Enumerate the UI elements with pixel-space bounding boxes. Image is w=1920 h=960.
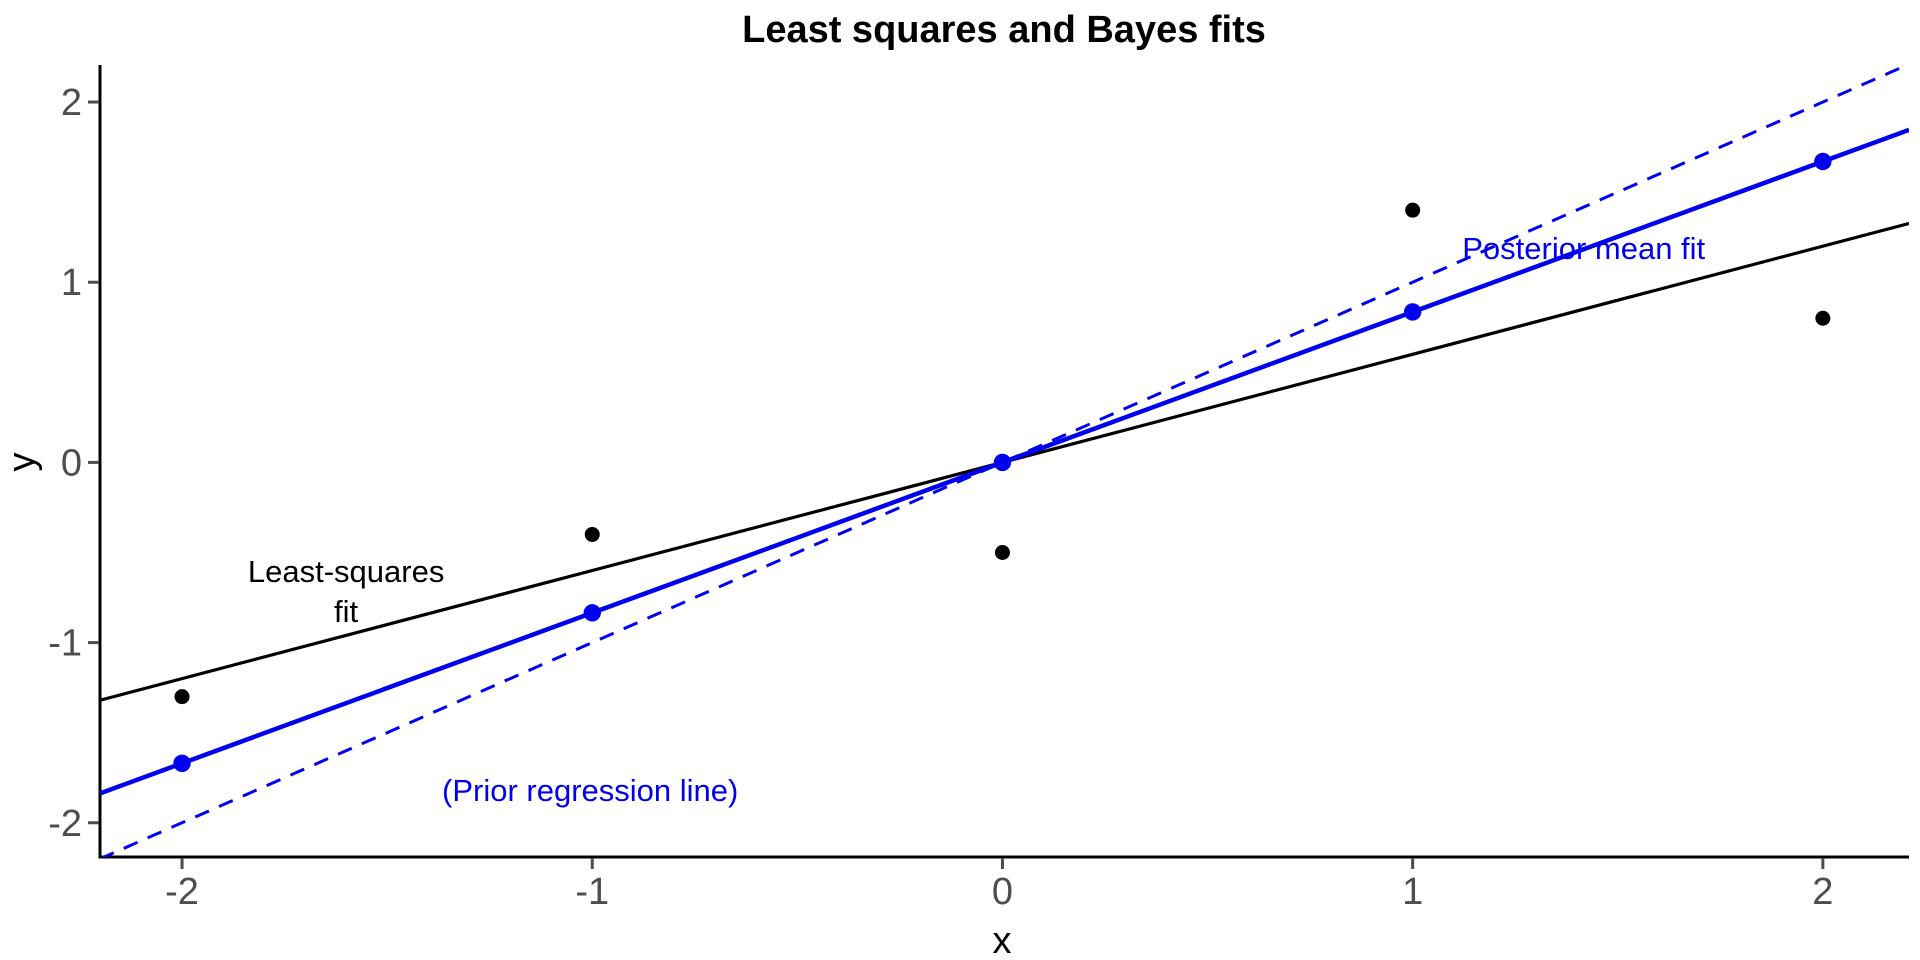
x-axis-title: x <box>993 920 1012 960</box>
posterior-fitted-point <box>583 604 601 622</box>
x-tick-label: 1 <box>1402 871 1423 913</box>
posterior-fitted-point <box>993 453 1012 472</box>
x-tick-label: -2 <box>165 871 199 913</box>
data-points <box>173 152 1832 773</box>
chart-title: Least squares and Bayes fits <box>742 9 1266 51</box>
observed-data-point <box>1405 202 1421 218</box>
prior-regression-line <box>100 66 1909 857</box>
observed-data-point <box>584 526 600 542</box>
posterior-fitted-point <box>1403 303 1422 321</box>
y-tick-label: 0 <box>61 442 82 484</box>
observed-data-point <box>1815 310 1831 326</box>
y-tick-label: -2 <box>48 803 82 845</box>
posterior-fitted-point <box>173 754 191 773</box>
y-tick-label: 2 <box>61 82 82 124</box>
annotation-posterior-mean-fit: Posterior mean fit <box>1462 231 1705 266</box>
posterior-fitted-point <box>1814 152 1832 171</box>
annotation-least-squares-fit: Least-squares <box>248 554 444 589</box>
x-axis-ticks: -2 -1 0 1 2 <box>165 858 1833 913</box>
y-axis-ticks: -2 -1 0 1 2 <box>48 82 99 845</box>
annotation-least-squares-fit: fit <box>334 594 359 629</box>
y-tick-label: -1 <box>48 623 82 665</box>
y-axis-title: y <box>1 453 43 472</box>
annotation-prior-regression-line: (Prior regression line) <box>442 773 738 808</box>
x-tick-label: -1 <box>575 871 609 913</box>
line-annotations: Least-squares fit Posterior mean fit (Prior… <box>248 231 1706 808</box>
x-tick-label: 0 <box>992 871 1013 913</box>
observed-data-point <box>994 544 1010 560</box>
y-tick-label: 1 <box>61 262 82 304</box>
x-tick-label: 2 <box>1812 871 1833 913</box>
observed-data-point <box>174 689 190 705</box>
